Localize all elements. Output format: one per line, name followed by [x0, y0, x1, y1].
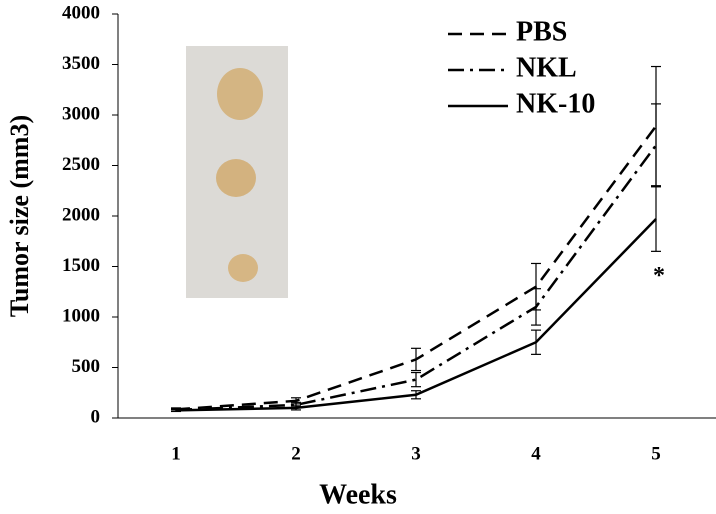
x-tick-label: 1 — [171, 443, 181, 464]
y-tick-label: 3000 — [62, 103, 100, 124]
error-bar — [651, 186, 661, 252]
legend-label: PBS — [516, 16, 567, 47]
x-tick-label: 2 — [291, 443, 301, 464]
error-bar — [531, 329, 541, 355]
error-bar — [171, 408, 181, 413]
inset-photo — [186, 46, 288, 298]
annotation: * — [653, 263, 665, 289]
legend-label: NKL — [516, 52, 577, 83]
error-bar — [651, 103, 661, 188]
y-tick-label: 4000 — [62, 2, 100, 23]
y-tick-label: 3500 — [62, 53, 100, 74]
y-tick-label: 1500 — [62, 255, 100, 276]
error-bar — [531, 288, 541, 326]
y-tick-label: 1000 — [62, 305, 100, 326]
y-tick-label: 500 — [72, 356, 101, 377]
y-tick-label: 2000 — [62, 204, 100, 225]
x-axis-label: Weeks — [319, 479, 397, 510]
x-tick-label: 5 — [651, 443, 661, 464]
error-bar — [291, 405, 301, 411]
x-tick-label: 3 — [411, 443, 421, 464]
y-tick-label: 2500 — [62, 154, 100, 175]
y-axis-label: Tumor size (mm3) — [5, 115, 34, 317]
y-tick-label: 0 — [91, 406, 101, 427]
x-tick-label: 4 — [531, 443, 541, 464]
error-bar — [411, 371, 421, 388]
error-bar — [411, 347, 421, 372]
error-bar — [411, 390, 421, 400]
legend-label: NK-10 — [516, 88, 595, 119]
